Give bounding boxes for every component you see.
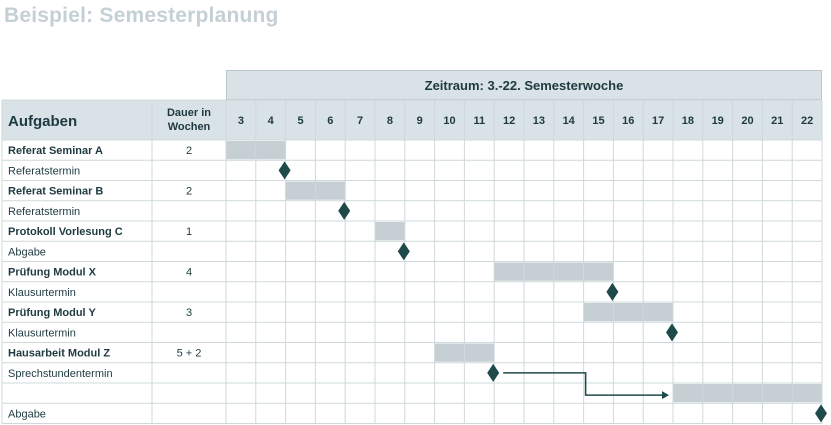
task-label: Referat Seminar B	[8, 186, 103, 198]
arrow-head-icon	[662, 391, 669, 400]
week-label: 20	[741, 115, 753, 127]
milestone-diamond-icon	[606, 282, 619, 301]
dauer-header-line2: Wochen	[168, 121, 211, 133]
task-label: Hausarbeit Modul Z	[8, 348, 110, 360]
task-label: Klausurtermin	[8, 327, 76, 339]
week-label: 8	[387, 115, 393, 127]
gantt-bar	[375, 222, 405, 241]
week-label: 3	[238, 115, 244, 127]
dauer-header-line1: Dauer in	[167, 107, 211, 119]
task-label: Sprechstundentermin	[8, 368, 113, 380]
aufgaben-header: Aufgaben	[8, 113, 77, 130]
week-label: 6	[327, 115, 333, 127]
duration-value: 3	[186, 307, 192, 319]
week-label: 15	[592, 115, 604, 127]
task-label: Klausurtermin	[8, 287, 76, 299]
week-label: 4	[268, 115, 275, 127]
gantt-bar	[673, 384, 822, 403]
week-label: 12	[503, 115, 515, 127]
gantt-bar	[583, 303, 673, 322]
week-label: 13	[533, 115, 545, 127]
dependency-arrow	[503, 372, 663, 396]
milestone-diamond-icon	[278, 161, 291, 180]
week-label: 16	[622, 115, 634, 127]
task-label: Protokoll Vorlesung C	[8, 226, 123, 238]
task-label: Referat Seminar A	[8, 145, 103, 157]
duration-value: 2	[186, 145, 192, 157]
week-label: 5	[297, 115, 303, 127]
duration-value: 2	[186, 186, 192, 198]
week-label: 7	[357, 115, 363, 127]
milestone-diamond-icon	[815, 404, 827, 423]
task-label: Prüfung Modul X	[8, 267, 97, 279]
week-label: 9	[417, 115, 423, 127]
duration-value: 1	[186, 226, 192, 238]
week-label: 21	[771, 115, 783, 127]
milestone-diamond-icon	[487, 363, 500, 382]
task-label: Abgabe	[8, 246, 46, 258]
milestone-diamond-icon	[666, 323, 678, 342]
week-label: 14	[563, 115, 576, 127]
week-label: 19	[712, 115, 724, 127]
task-label: Referatstermin	[8, 165, 80, 177]
task-label: Abgabe	[8, 408, 46, 420]
duration-value: 4	[186, 267, 192, 279]
task-label: Prüfung Modul Y	[8, 307, 96, 319]
milestone-diamond-icon	[397, 242, 410, 261]
task-label: Referatstermin	[8, 206, 80, 218]
duration-value: 5 + 2	[177, 348, 202, 360]
week-label: 17	[652, 115, 664, 127]
milestone-diamond-icon	[338, 201, 351, 220]
column-header-band	[2, 100, 822, 140]
week-label: 18	[682, 115, 694, 127]
week-label: 10	[443, 115, 455, 127]
week-label: 11	[473, 115, 485, 127]
week-label: 22	[801, 115, 813, 127]
page-title: Beispiel: Semesterplanung	[4, 4, 279, 27]
